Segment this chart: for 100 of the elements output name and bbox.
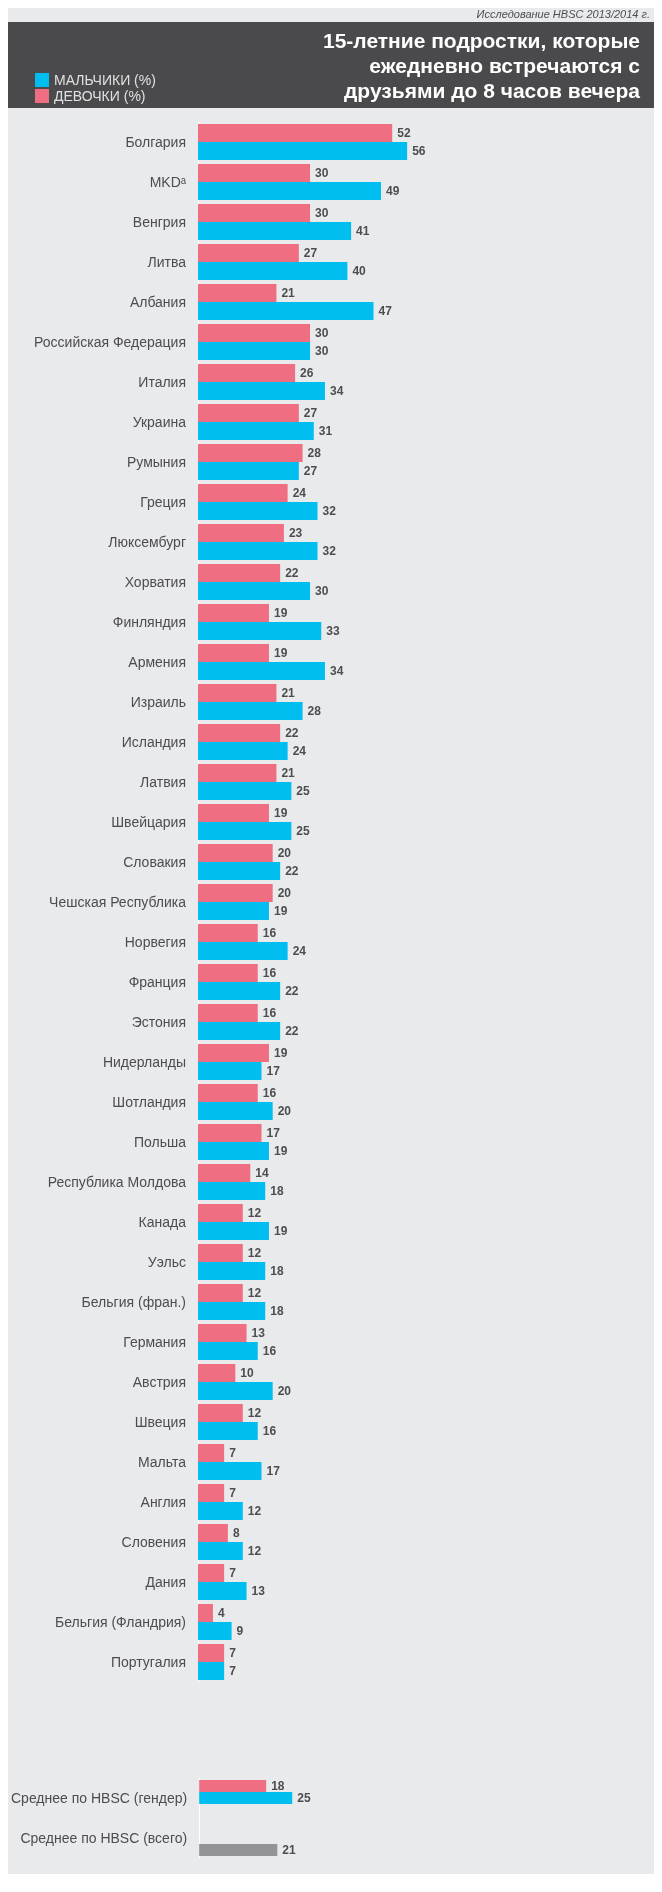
bar xyxy=(198,1262,266,1280)
bar xyxy=(198,644,269,662)
bar xyxy=(198,942,288,960)
data-label: 20 xyxy=(277,886,292,900)
y-tick-label: Венгрия xyxy=(132,214,186,230)
data-label: 12 xyxy=(247,1504,262,1518)
bar xyxy=(198,1404,243,1422)
bar xyxy=(198,1564,225,1582)
bar xyxy=(198,1124,262,1142)
bar xyxy=(198,724,281,742)
data-label: 22 xyxy=(285,726,299,740)
bar xyxy=(198,1284,243,1302)
data-label: 24 xyxy=(292,744,307,758)
y-tick-label: Среднее по HBSC (гендер) xyxy=(10,1790,188,1806)
data-label: 30 xyxy=(315,344,329,358)
y-tick-label: Шотландия xyxy=(112,1094,186,1110)
data-label: 19 xyxy=(273,1046,288,1060)
legend-label: МАЛЬЧИКИ (%) xyxy=(54,72,156,88)
data-label: 40 xyxy=(352,264,367,278)
y-tick-label: Словения xyxy=(121,1534,186,1550)
y-tick-label: Бельгия (Фландрия) xyxy=(55,1614,186,1630)
bar xyxy=(198,1444,225,1462)
bar xyxy=(198,702,303,720)
y-tick-label: Бельгия (фран.) xyxy=(81,1294,186,1310)
data-label: 17 xyxy=(266,1464,281,1478)
bar xyxy=(198,1004,258,1022)
data-label: 49 xyxy=(386,184,400,198)
y-tick-label: Дания xyxy=(145,1574,186,1590)
y-tick-label: Англия xyxy=(140,1494,186,1510)
data-label: 23 xyxy=(288,526,303,540)
data-label: 21 xyxy=(281,686,296,700)
y-tick-label: Чешская Республика xyxy=(49,894,187,910)
data-label: 12 xyxy=(247,1544,262,1558)
y-tick-label: Израиль xyxy=(130,694,186,710)
data-label: 22 xyxy=(285,984,299,998)
data-label: 30 xyxy=(315,206,329,220)
bar xyxy=(198,924,258,942)
bar xyxy=(198,364,296,382)
data-label: 7 xyxy=(229,1566,237,1580)
bar xyxy=(198,1182,266,1200)
bar xyxy=(198,142,408,160)
data-label: 7 xyxy=(229,1446,237,1460)
y-tick-label: Латвия xyxy=(140,774,186,790)
bar xyxy=(198,124,393,142)
data-label: 12 xyxy=(247,1406,262,1420)
data-label: 4 xyxy=(217,1606,225,1620)
bar xyxy=(198,204,311,222)
y-tick-label: Словакия xyxy=(123,854,186,870)
y-tick-label: Нидерланды xyxy=(102,1054,186,1070)
data-label: 19 xyxy=(273,646,288,660)
data-label: 16 xyxy=(262,1344,277,1358)
bar xyxy=(198,1324,247,1342)
data-label: 25 xyxy=(296,824,311,838)
data-label: 27 xyxy=(303,246,318,260)
data-label: 24 xyxy=(292,486,307,500)
data-label: 27 xyxy=(303,406,318,420)
data-label: 21 xyxy=(282,1843,297,1857)
data-label: 33 xyxy=(326,624,340,638)
data-label: 17 xyxy=(266,1064,281,1078)
data-label: 18 xyxy=(270,1264,284,1278)
bar xyxy=(198,1244,243,1262)
bar xyxy=(198,1204,243,1222)
data-label: 7 xyxy=(229,1646,237,1660)
y-tick-label: Румыния xyxy=(126,454,186,470)
data-label: 16 xyxy=(262,1006,277,1020)
data-label: 56 xyxy=(412,144,426,158)
data-label: 12 xyxy=(247,1286,262,1300)
bar xyxy=(198,502,318,520)
bar xyxy=(198,1142,269,1160)
y-tick-label: Греция xyxy=(140,494,186,510)
bar xyxy=(198,444,303,462)
bar xyxy=(198,422,314,440)
bar xyxy=(198,462,299,480)
bar xyxy=(198,524,284,542)
data-label: 19 xyxy=(273,1144,288,1158)
bar xyxy=(198,1422,258,1440)
bar xyxy=(198,1662,225,1680)
y-tick-label: Финляндия xyxy=(112,614,186,630)
data-label: 32 xyxy=(322,504,337,518)
bar xyxy=(198,742,288,760)
bar xyxy=(198,862,281,880)
bar xyxy=(198,342,311,360)
bar xyxy=(198,582,311,600)
bar xyxy=(198,1502,243,1520)
data-label: 16 xyxy=(262,926,277,940)
y-tick-label: Албания xyxy=(129,294,186,310)
y-tick-label: Норвегия xyxy=(124,934,186,950)
data-label: 28 xyxy=(307,704,322,718)
data-label: 20 xyxy=(277,1104,292,1118)
y-tick-label: Литва xyxy=(147,254,187,270)
legend-label: ДЕВОЧКИ (%) xyxy=(54,88,146,104)
y-tick-label: Франция xyxy=(128,974,186,990)
y-tick-label: Российская Федерация xyxy=(34,334,186,350)
bar xyxy=(198,1302,266,1320)
data-label: 52 xyxy=(397,126,411,140)
data-label: 30 xyxy=(315,326,329,340)
data-label: 19 xyxy=(273,606,288,620)
bar xyxy=(198,1524,228,1542)
bar xyxy=(198,982,281,1000)
data-label: 21 xyxy=(281,766,296,780)
